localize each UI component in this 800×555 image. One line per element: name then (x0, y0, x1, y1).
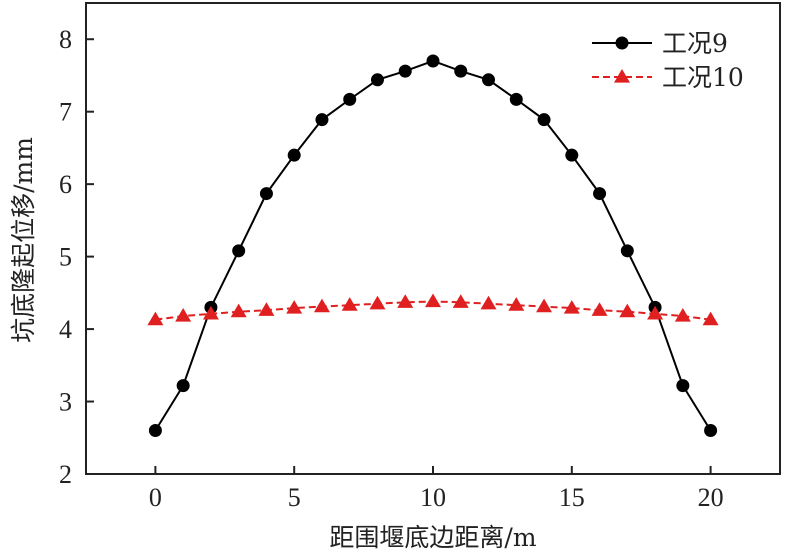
data-point (537, 113, 551, 127)
x-tick-label: 15 (559, 483, 585, 512)
data-point (676, 379, 690, 393)
data-point (398, 64, 412, 78)
data-point (482, 73, 496, 87)
series-layer (147, 54, 719, 438)
y-tick-label: 4 (59, 315, 72, 344)
y-tick-label: 7 (59, 98, 72, 127)
data-point (315, 113, 329, 127)
data-point (176, 379, 190, 393)
data-point (175, 308, 192, 322)
y-tick-label: 2 (59, 460, 72, 489)
data-point (369, 295, 386, 310)
data-point (536, 298, 553, 313)
data-point (232, 244, 246, 258)
legend-label: 工况10 (662, 63, 744, 92)
data-point (591, 302, 608, 316)
x-axis: 0 5 10 15 20 (149, 466, 724, 512)
data-point (702, 311, 719, 326)
data-point (397, 294, 414, 308)
legend-marker (615, 36, 629, 50)
data-point (674, 308, 691, 322)
legend: 工况9 工况10 (592, 29, 744, 92)
legend-item: 工况9 (592, 29, 728, 58)
y-axis: 2 3 4 5 6 7 8 (59, 25, 94, 489)
legend-label: 工况9 (662, 29, 728, 58)
x-axis-title: 距围堰底边距离/m (329, 523, 536, 552)
data-point (480, 295, 497, 310)
data-point (287, 148, 301, 162)
data-point (509, 92, 523, 106)
data-point (258, 302, 275, 316)
data-point (704, 424, 718, 438)
data-point (620, 244, 634, 258)
series-1 (148, 54, 718, 438)
x-tick-label: 10 (420, 483, 446, 512)
data-point (454, 64, 468, 78)
data-point (565, 148, 579, 162)
data-point (230, 303, 247, 318)
series-2 (147, 293, 719, 326)
data-point (425, 293, 441, 308)
data-point (619, 303, 636, 318)
data-point (593, 187, 607, 201)
y-tick-label: 6 (59, 170, 72, 199)
x-tick-label: 5 (288, 483, 301, 512)
y-tick-label: 3 (59, 388, 72, 417)
data-point (647, 305, 664, 320)
data-point (259, 187, 273, 201)
data-point (148, 424, 162, 438)
y-tick-label: 5 (59, 243, 72, 272)
data-point (508, 297, 525, 311)
legend-item: 工况10 (592, 63, 744, 92)
y-axis-title: 坑底隆起位移/mm (9, 137, 38, 343)
legend-marker (614, 69, 630, 83)
x-tick-label: 20 (698, 483, 724, 512)
data-point (370, 73, 384, 87)
data-point (202, 305, 219, 320)
data-point (343, 92, 357, 106)
data-point (426, 54, 440, 68)
data-point (563, 300, 580, 314)
data-point (313, 298, 330, 313)
y-tick-label: 8 (59, 25, 72, 54)
data-point (341, 297, 358, 311)
x-tick-label: 0 (149, 483, 162, 512)
data-point (452, 294, 469, 308)
data-point (286, 300, 303, 314)
data-point (147, 311, 164, 326)
